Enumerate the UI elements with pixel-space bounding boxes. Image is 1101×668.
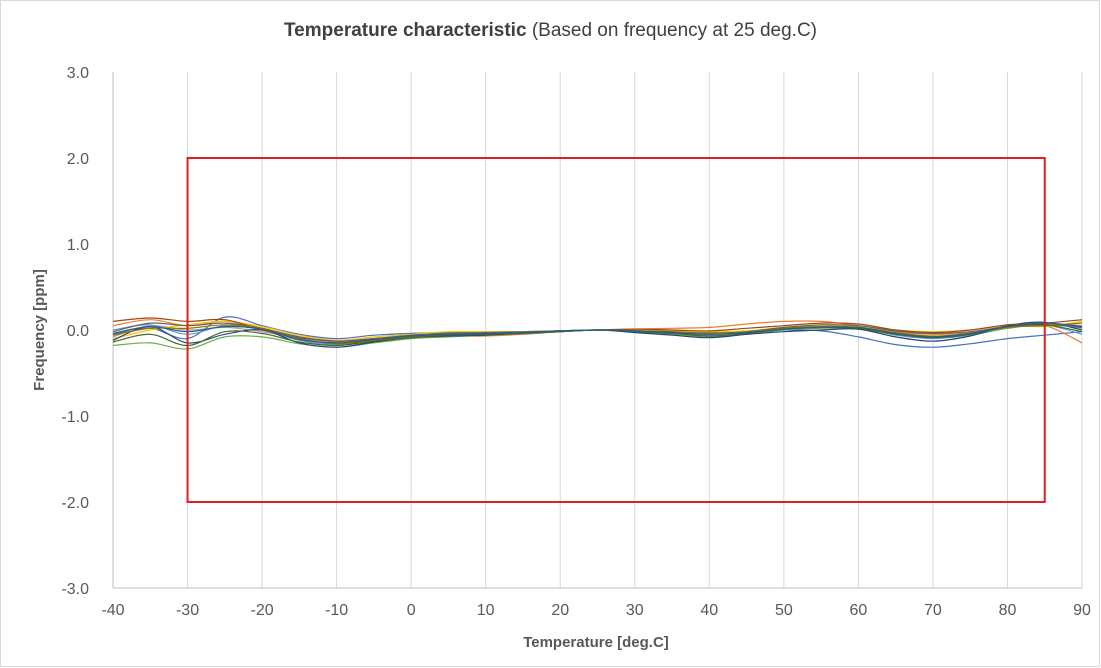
x-tick-label: -10 — [325, 602, 348, 619]
x-tick-labels: -40 -30 -20 -10 0 10 20 30 40 50 60 70 80 90 — [101, 602, 1091, 619]
y-tick-label: -1.0 — [61, 409, 89, 426]
chart-title: Temperature characteristic — [283, 20, 527, 41]
y-tick-label: -2.0 — [61, 495, 89, 512]
chart-subtitle: (Based on frequency at 25 deg.C) — [531, 20, 817, 41]
y-tick-labels: 3.0 2.0 1.0 0.0 -1.0 -2.0 -3.0 — [61, 65, 89, 598]
x-tick-label: -30 — [176, 602, 199, 619]
x-tick-label: 10 — [477, 602, 495, 619]
x-tick-label: 0 — [407, 602, 416, 619]
x-tick-label: -20 — [251, 602, 274, 619]
chart-title-block: Temperature characteristic (Based on fre… — [0, 20, 1101, 42]
x-tick-label: 90 — [1073, 602, 1091, 619]
y-tick-label: 3.0 — [67, 65, 89, 82]
x-tick-label: 80 — [999, 602, 1017, 619]
series-lines — [112, 316, 1083, 350]
spec-limit-box — [186, 157, 1046, 503]
x-tick-label: 40 — [700, 602, 718, 619]
y-axis-title: Frequency [ppm] — [31, 269, 48, 391]
y-tick-label: -3.0 — [61, 581, 89, 598]
y-tick-label: 1.0 — [67, 237, 89, 254]
x-tick-label: -40 — [101, 602, 124, 619]
x-tick-label: 20 — [551, 602, 569, 619]
x-tick-label: 70 — [924, 602, 942, 619]
y-tick-label: 0.0 — [67, 323, 89, 340]
series-line — [112, 322, 1083, 344]
x-axis-title: Temperature [deg.C] — [523, 634, 669, 651]
x-tick-label: 60 — [849, 602, 867, 619]
x-tick-label: 30 — [626, 602, 644, 619]
y-tick-label: 2.0 — [67, 151, 89, 168]
x-tick-label: 50 — [775, 602, 793, 619]
